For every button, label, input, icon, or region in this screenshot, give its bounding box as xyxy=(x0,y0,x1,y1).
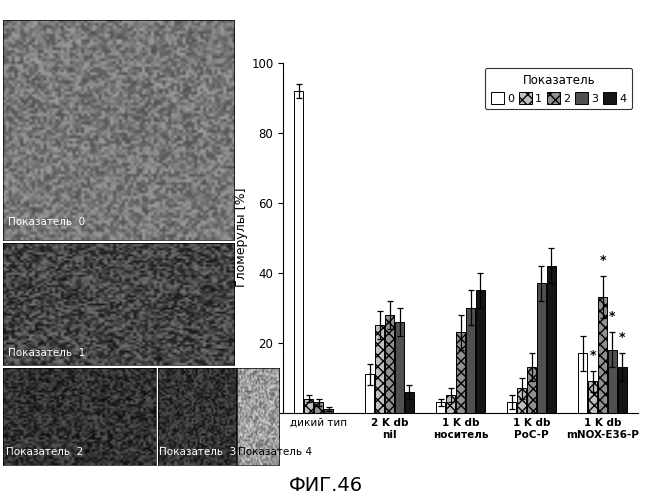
Text: *: * xyxy=(600,254,605,267)
Text: ФИГ.46: ФИГ.46 xyxy=(288,476,363,495)
Bar xyxy=(547,266,556,412)
Text: Показатель  2: Показатель 2 xyxy=(7,447,83,457)
Bar xyxy=(314,402,323,412)
Text: *: * xyxy=(609,310,616,324)
Bar xyxy=(476,290,485,412)
Text: Показатель  1: Показатель 1 xyxy=(8,348,85,358)
Bar xyxy=(365,374,374,412)
Text: Показатель  0: Показатель 0 xyxy=(8,217,85,227)
Y-axis label: Гломерулы [%]: Гломерулы [%] xyxy=(236,188,249,287)
Text: Показатель  3: Показатель 3 xyxy=(159,447,236,457)
Bar xyxy=(436,402,445,412)
Bar xyxy=(294,90,303,412)
Bar xyxy=(589,381,597,412)
Bar xyxy=(507,402,516,412)
Bar xyxy=(376,325,384,412)
Bar xyxy=(456,332,465,412)
Bar xyxy=(618,367,627,412)
Bar xyxy=(527,367,536,412)
Bar xyxy=(518,388,526,412)
Bar xyxy=(447,395,455,412)
Bar xyxy=(466,308,475,412)
Bar xyxy=(305,398,313,412)
Bar xyxy=(395,322,404,412)
Legend: 0, 1, 2, 3, 4: 0, 1, 2, 3, 4 xyxy=(485,68,632,109)
Bar xyxy=(385,314,394,412)
Text: Показатель 4: Показатель 4 xyxy=(238,447,312,457)
Bar xyxy=(537,283,546,412)
Bar xyxy=(405,392,414,412)
Text: *: * xyxy=(619,331,626,344)
Bar xyxy=(324,409,333,412)
Text: *: * xyxy=(589,349,596,362)
Bar xyxy=(598,297,607,412)
Bar xyxy=(608,350,616,412)
Bar xyxy=(578,353,587,412)
